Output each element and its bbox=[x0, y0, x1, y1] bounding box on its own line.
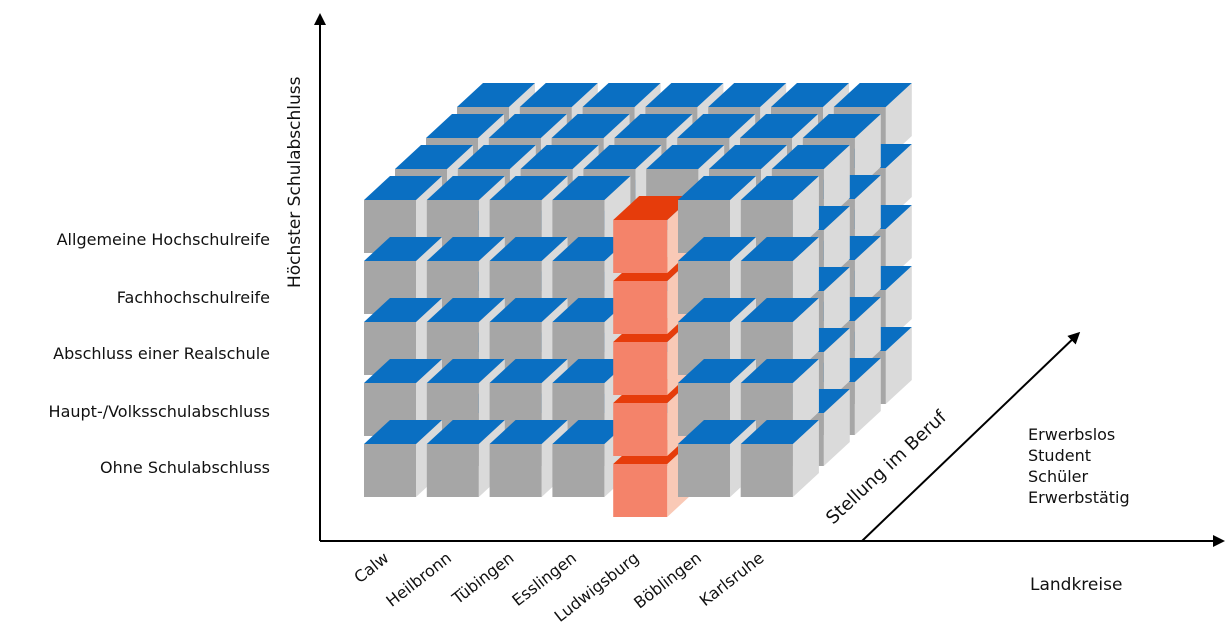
stellung-item: Student bbox=[1028, 445, 1130, 466]
landkreis-label: Heilbronn bbox=[382, 548, 455, 611]
cube-front-face bbox=[613, 220, 667, 273]
stellung-item: Erwerbstätig bbox=[1028, 487, 1130, 508]
landkreis-labels: CalwHeilbronnTübingenEsslingenLudwigsbur… bbox=[350, 548, 767, 626]
landkreis-label: Tübingen bbox=[448, 548, 518, 608]
schulabschluss-label: Allgemeine Hochschulreife bbox=[0, 232, 270, 248]
landkreis-label: Calw bbox=[350, 548, 392, 587]
cube-front-face bbox=[678, 444, 730, 497]
landkreis-label: Karlsruhe bbox=[696, 548, 768, 610]
cube-front-face bbox=[490, 444, 542, 497]
schulabschluss-label: Haupt-/Volksschulabschluss bbox=[0, 404, 270, 420]
cube-front-face bbox=[613, 464, 667, 517]
cube-front-face bbox=[613, 281, 667, 334]
schulabschluss-label: Fachhochschulreife bbox=[0, 290, 270, 306]
stellung-item: Schüler bbox=[1028, 466, 1130, 487]
schulabschluss-label: Ohne Schulabschluss bbox=[0, 460, 270, 476]
stellung-list: Erwerbslos Student Schüler Erwerbstätig bbox=[1028, 424, 1130, 508]
cube-front-face bbox=[613, 342, 667, 395]
cube-front-face bbox=[741, 444, 793, 497]
stellung-item: Erwerbslos bbox=[1028, 424, 1130, 445]
vertical-axis-title: Höchster Schulabschluss bbox=[285, 76, 305, 288]
cube-front-face bbox=[364, 444, 416, 497]
cube-front-face bbox=[427, 444, 479, 497]
cube-front-face bbox=[552, 444, 604, 497]
horizontal-axis-title: Landkreise bbox=[1030, 575, 1122, 595]
cube-front-face bbox=[613, 403, 667, 456]
schulabschluss-label: Abschluss einer Realschule bbox=[0, 346, 270, 362]
landkreis-label: Böblingen bbox=[630, 548, 705, 612]
cube-grid bbox=[364, 83, 912, 517]
